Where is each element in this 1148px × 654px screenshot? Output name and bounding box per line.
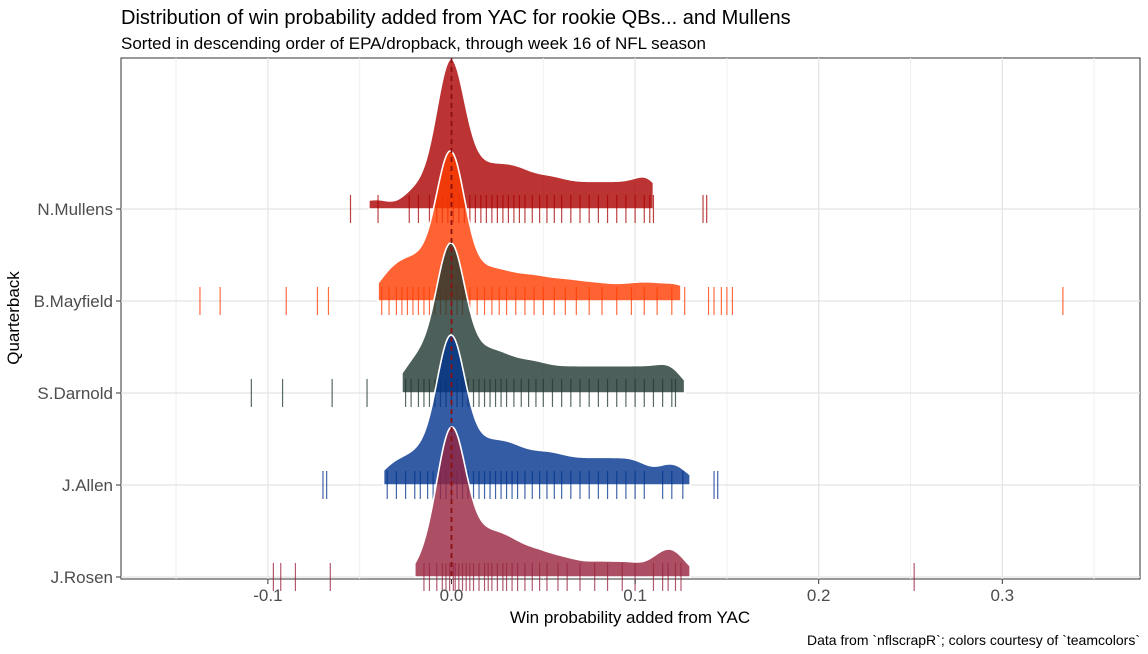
- x-axis: -0.1 0.0 0.1 0.2 0.3: [253, 579, 1014, 605]
- x-axis-label: Win probability added from YAC: [510, 608, 750, 627]
- y-tick-label: N.Mullens: [37, 200, 113, 219]
- y-tick-label: S.Darnold: [37, 384, 113, 403]
- x-tick-label: 0.0: [440, 586, 464, 605]
- x-tick-label: 0.1: [623, 586, 647, 605]
- density-area: [368, 58, 655, 210]
- density-area: [401, 242, 686, 394]
- ridge-j-rosen: [272, 426, 915, 591]
- x-tick-label: 0.2: [807, 586, 831, 605]
- y-tick-label: J.Allen: [62, 476, 113, 495]
- x-tick-label: -0.1: [253, 586, 282, 605]
- y-axis-label: Quarterback: [4, 271, 23, 365]
- ridges: [199, 58, 1064, 591]
- density-area: [413, 426, 691, 578]
- x-tick-label: 0.3: [990, 586, 1014, 605]
- chart-subtitle: Sorted in descending order of EPA/dropba…: [121, 34, 706, 53]
- plot-panel: [120, 57, 1141, 580]
- chart-title: Distribution of win probability added fr…: [121, 7, 791, 29]
- chart-caption: Data from `nflscrapR`; colors courtesy o…: [807, 632, 1140, 648]
- y-tick-label: B.Mayfield: [34, 292, 113, 311]
- y-axis: J.Rosen J.Allen S.Darnold B.Mayfield N.Mulle…: [34, 200, 121, 587]
- y-tick-label: J.Rosen: [51, 568, 113, 587]
